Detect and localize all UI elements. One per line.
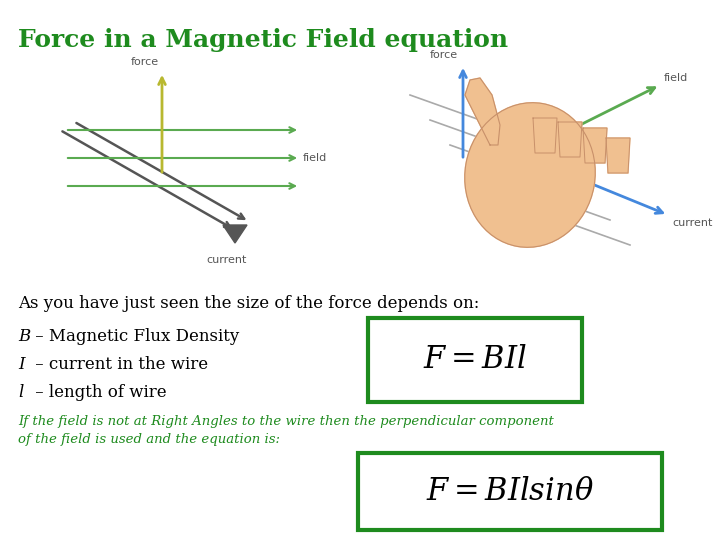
- Polygon shape: [558, 122, 582, 157]
- Text: Force in a Magnetic Field equation: Force in a Magnetic Field equation: [18, 28, 508, 52]
- Text: – Magnetic Flux Density: – Magnetic Flux Density: [30, 328, 239, 345]
- Polygon shape: [223, 225, 247, 243]
- Polygon shape: [606, 138, 630, 173]
- Text: $F = BIlsin\theta$: $F = BIlsin\theta$: [426, 477, 594, 506]
- Polygon shape: [465, 78, 500, 145]
- Text: – length of wire: – length of wire: [30, 384, 166, 401]
- Text: current: current: [672, 218, 712, 228]
- Text: current: current: [207, 255, 247, 265]
- Text: of the field is used and the equation is:: of the field is used and the equation is…: [18, 433, 280, 446]
- Polygon shape: [583, 128, 607, 163]
- Text: $F = BIl$: $F = BIl$: [423, 346, 527, 375]
- Text: l: l: [18, 384, 23, 401]
- Text: force: force: [131, 57, 159, 67]
- FancyBboxPatch shape: [368, 318, 582, 402]
- Text: – current in the wire: – current in the wire: [30, 356, 208, 373]
- Text: I: I: [18, 356, 24, 373]
- Polygon shape: [533, 118, 557, 153]
- Text: field: field: [303, 153, 328, 163]
- Text: B: B: [18, 328, 30, 345]
- Text: If the field is not at Right Angles to the wire then the perpendicular component: If the field is not at Right Angles to t…: [18, 415, 554, 428]
- Text: force: force: [430, 50, 458, 60]
- FancyBboxPatch shape: [358, 453, 662, 530]
- Text: As you have just seen the size of the force depends on:: As you have just seen the size of the fo…: [18, 295, 480, 312]
- Text: field: field: [664, 73, 688, 83]
- Ellipse shape: [465, 103, 595, 247]
